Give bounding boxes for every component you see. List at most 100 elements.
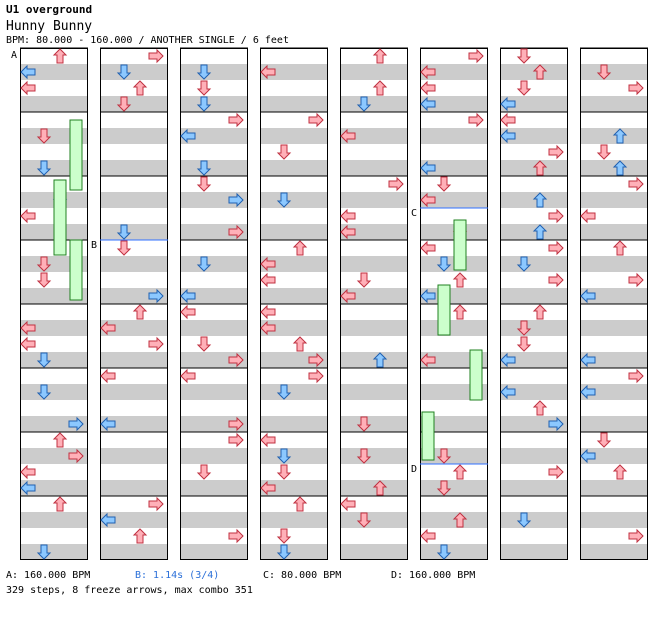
- left-arrow-icon: [420, 352, 436, 368]
- beat-stripe: [100, 368, 168, 384]
- beat-stripe: [580, 272, 648, 288]
- beat-stripe: [420, 448, 488, 464]
- beat-stripe: [180, 240, 248, 256]
- up-arrow-icon: [452, 272, 468, 288]
- beat-stripe: [20, 96, 88, 112]
- beat-stripe: [180, 496, 248, 512]
- beat-stripe: [180, 112, 248, 128]
- beat-stripe: [500, 432, 568, 448]
- beat-stripe: [420, 528, 488, 544]
- left-arrow-icon: [20, 64, 36, 80]
- beat-stripe: [100, 176, 168, 192]
- beat-stripe: [340, 416, 408, 432]
- beat-stripe: [20, 480, 88, 496]
- down-arrow-icon: [196, 64, 212, 80]
- beat-stripe: [100, 320, 168, 336]
- beat-stripe: [340, 96, 408, 112]
- beat-stripe: [580, 240, 648, 256]
- beat-stripe: [340, 144, 408, 160]
- left-arrow-icon: [180, 288, 196, 304]
- left-arrow-icon: [260, 256, 276, 272]
- beat-stripe: [500, 256, 568, 272]
- beat-stripe: [260, 224, 328, 240]
- beat-stripe: [500, 80, 568, 96]
- chart-column: [500, 48, 568, 560]
- down-arrow-icon: [436, 256, 452, 272]
- beat-stripe: [340, 528, 408, 544]
- right-arrow-icon: [548, 144, 564, 160]
- beat-stripe: [100, 128, 168, 144]
- beat-stripe: [260, 352, 328, 368]
- beat-stripe: [260, 48, 328, 64]
- down-arrow-icon: [436, 544, 452, 560]
- left-arrow-icon: [580, 448, 596, 464]
- beat-stripe: [500, 144, 568, 160]
- beat-stripe: [500, 320, 568, 336]
- beat-stripe: [580, 448, 648, 464]
- beat-stripe: [180, 144, 248, 160]
- beat-stripe: [20, 80, 88, 96]
- left-arrow-icon: [340, 208, 356, 224]
- beat-stripe: [180, 256, 248, 272]
- left-arrow-icon: [260, 320, 276, 336]
- beat-stripe: [260, 272, 328, 288]
- beat-stripe: [420, 416, 488, 432]
- right-arrow-icon: [628, 272, 644, 288]
- beat-stripe: [340, 288, 408, 304]
- up-arrow-icon: [132, 80, 148, 96]
- beat-stripe: [580, 176, 648, 192]
- beat-stripe: [500, 192, 568, 208]
- beat-stripe: [100, 192, 168, 208]
- left-arrow-icon: [100, 320, 116, 336]
- left-arrow-icon: [20, 464, 36, 480]
- beat-stripe: [260, 240, 328, 256]
- down-arrow-icon: [276, 192, 292, 208]
- beat-stripe: [580, 112, 648, 128]
- beat-stripe: [340, 384, 408, 400]
- up-arrow-icon: [532, 64, 548, 80]
- beat-stripe: [500, 208, 568, 224]
- left-arrow-icon: [580, 208, 596, 224]
- beat-stripe: [420, 64, 488, 80]
- down-arrow-icon: [356, 96, 372, 112]
- beat-stripe: [580, 64, 648, 80]
- beat-stripe: [340, 544, 408, 560]
- right-arrow-icon: [628, 80, 644, 96]
- left-arrow-icon: [180, 304, 196, 320]
- beat-stripe: [580, 80, 648, 96]
- up-arrow-icon: [452, 512, 468, 528]
- chart-column: [580, 48, 648, 560]
- beat-stripe: [180, 64, 248, 80]
- down-arrow-icon: [356, 416, 372, 432]
- beat-stripe: [340, 464, 408, 480]
- beat-stripe: [180, 384, 248, 400]
- legend-b: B: 1.14s (3/4): [135, 570, 220, 581]
- beat-stripe: [260, 336, 328, 352]
- left-arrow-icon: [260, 272, 276, 288]
- right-arrow-icon: [308, 368, 324, 384]
- beat-stripe: [580, 320, 648, 336]
- left-arrow-icon: [340, 288, 356, 304]
- beat-stripe: [180, 368, 248, 384]
- up-arrow-icon: [372, 48, 388, 64]
- beat-stripe: [420, 400, 488, 416]
- beat-stripe: [580, 160, 648, 176]
- beat-stripe: [420, 512, 488, 528]
- chart-column: [340, 48, 408, 560]
- freeze-arrow: [69, 239, 83, 301]
- beat-stripe: [180, 336, 248, 352]
- left-arrow-icon: [420, 528, 436, 544]
- down-arrow-icon: [596, 144, 612, 160]
- beat-stripe: [420, 112, 488, 128]
- beat-stripe: [100, 384, 168, 400]
- beat-stripe: [420, 48, 488, 64]
- left-arrow-icon: [420, 288, 436, 304]
- beat-stripe: [180, 528, 248, 544]
- down-arrow-icon: [196, 464, 212, 480]
- up-arrow-icon: [52, 432, 68, 448]
- beat-stripe: [100, 464, 168, 480]
- right-arrow-icon: [468, 48, 484, 64]
- beat-stripe: [420, 464, 488, 480]
- right-arrow-icon: [228, 352, 244, 368]
- beat-stripe: [20, 512, 88, 528]
